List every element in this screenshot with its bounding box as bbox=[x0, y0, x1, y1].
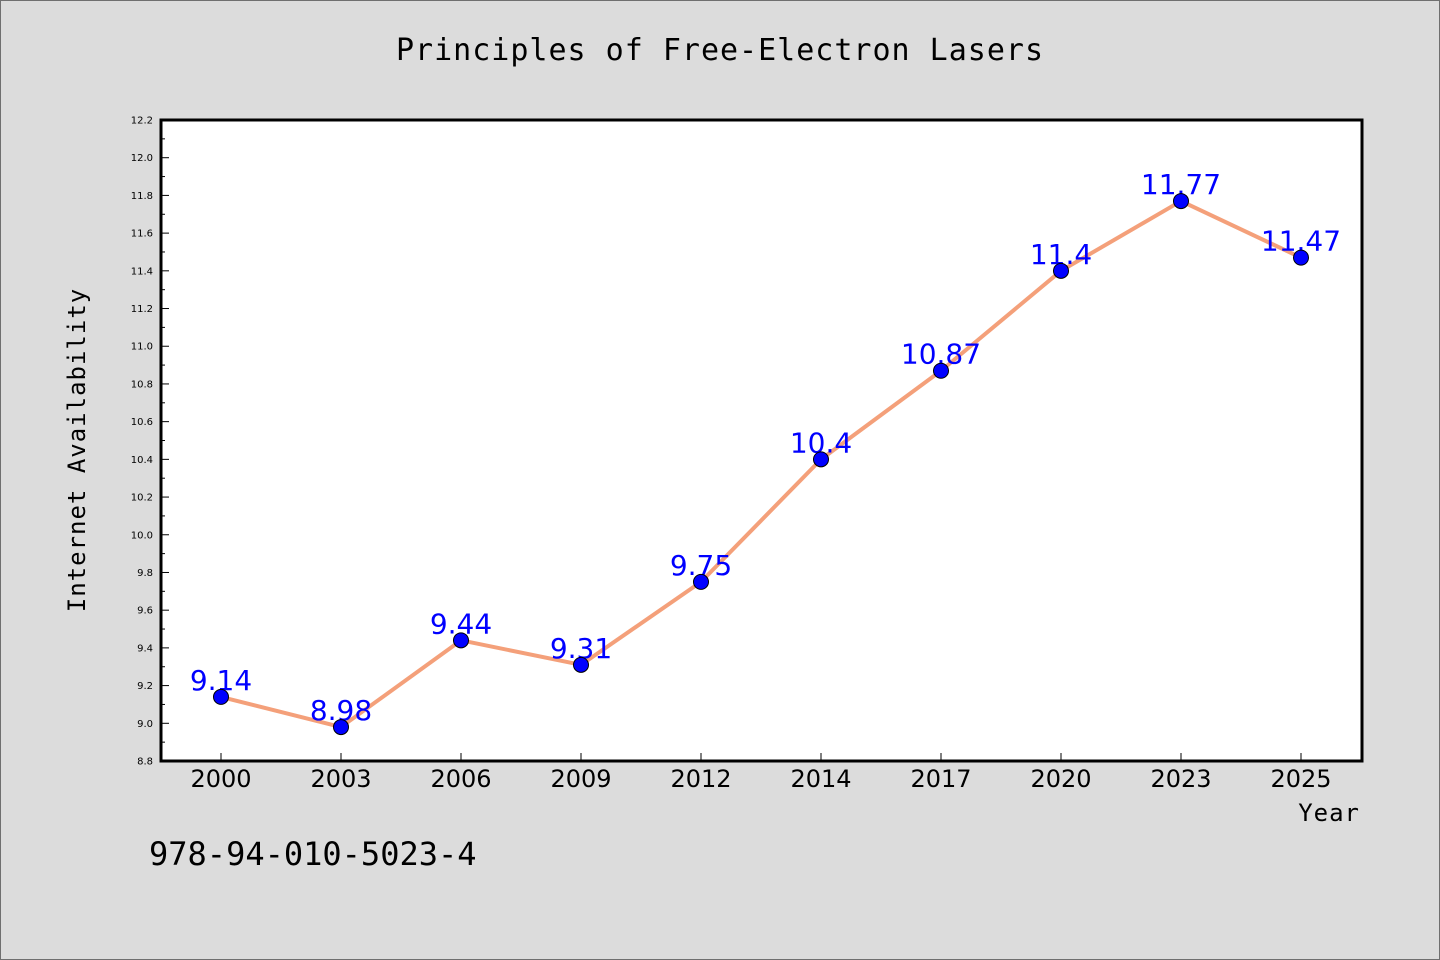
data-point bbox=[213, 688, 229, 705]
isbn-label: 978-94-010-5023-4 bbox=[149, 835, 477, 873]
x-tick-label: 2003 bbox=[310, 765, 371, 793]
y-tick-label: 10.2 bbox=[131, 493, 153, 504]
y-tick-label: 12.0 bbox=[131, 153, 153, 164]
x-tick-label: 2006 bbox=[430, 765, 491, 793]
y-tick-label: 9.6 bbox=[137, 606, 153, 617]
series: 9.148.989.449.319.7510.410.8711.411.7711… bbox=[190, 168, 1341, 736]
y-tick-label: 10.0 bbox=[131, 530, 153, 541]
x-axis-label: Year bbox=[1298, 799, 1360, 827]
y-tick-label: 8.8 bbox=[137, 757, 153, 768]
y-tick-label: 9.0 bbox=[137, 719, 153, 730]
y-tick-label: 11.6 bbox=[131, 229, 153, 240]
x-tick-label: 2000 bbox=[190, 765, 251, 793]
data-point bbox=[693, 573, 709, 590]
series-line bbox=[220, 199, 1302, 730]
data-point bbox=[1293, 249, 1309, 266]
x-tick-label: 2017 bbox=[910, 765, 971, 793]
data-point bbox=[333, 719, 349, 736]
y-tick-label: 11.8 bbox=[131, 191, 153, 202]
y-tick-label: 9.4 bbox=[137, 643, 153, 654]
x-tick-label: 2025 bbox=[1270, 765, 1331, 793]
x-tick-label: 2012 bbox=[670, 765, 731, 793]
y-axis: 8.8 9.0 9.2 9.4 9.6 9.8 10.0 10.2 10.4 10.6 10.8 11… bbox=[131, 116, 169, 768]
y-tick-label: 11.4 bbox=[131, 266, 153, 277]
y-tick-label: 9.8 bbox=[137, 568, 153, 579]
x-tick-label: 2014 bbox=[790, 765, 851, 793]
data-point bbox=[1053, 262, 1069, 279]
y-tick-label: 10.4 bbox=[131, 455, 153, 466]
x-tick-label: 2023 bbox=[1150, 765, 1211, 793]
chart-title: Principles of Free-Electron Lasers bbox=[395, 33, 1045, 68]
data-point bbox=[1173, 193, 1189, 210]
data-point bbox=[573, 656, 589, 673]
y-tick-label: 11.2 bbox=[131, 304, 153, 315]
data-point bbox=[813, 451, 829, 468]
y-axis-label: Internet Availability bbox=[63, 288, 91, 612]
plot-area bbox=[159, 118, 1364, 763]
y-tick-label: 9.2 bbox=[137, 681, 153, 692]
data-point bbox=[933, 362, 949, 379]
x-axis: 2000 2003 2006 2009 2012 2014 2017 2020 2023 2025 bbox=[190, 753, 1332, 793]
data-point bbox=[453, 632, 469, 649]
x-tick-label: 2009 bbox=[550, 765, 611, 793]
y-tick-label: 10.6 bbox=[131, 417, 153, 428]
y-tick-label: 11.0 bbox=[131, 342, 153, 353]
y-tick-label: 10.8 bbox=[131, 379, 153, 390]
x-tick-label: 2020 bbox=[1030, 765, 1091, 793]
y-tick-label: 12.2 bbox=[131, 116, 153, 127]
